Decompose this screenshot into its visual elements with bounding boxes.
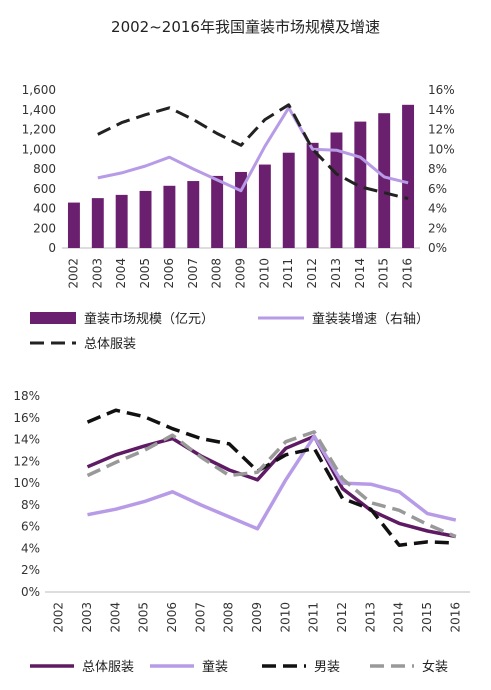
x-tick-label: 2005 bbox=[137, 602, 151, 633]
y-axis-tick: 4% bbox=[21, 541, 40, 555]
x-tick-label: 2007 bbox=[186, 258, 200, 289]
series-line bbox=[97, 103, 409, 201]
x-tick-label: 2002 bbox=[52, 602, 66, 633]
x-tick-label: 2003 bbox=[90, 258, 104, 289]
bar bbox=[258, 164, 271, 248]
x-tick-label: 2006 bbox=[162, 258, 176, 289]
left-axis-tick: 400 bbox=[33, 202, 56, 216]
x-tick-label: 2007 bbox=[193, 602, 207, 633]
x-tick-label: 2015 bbox=[377, 258, 391, 289]
bar bbox=[163, 185, 176, 248]
x-tick-label: 2002 bbox=[66, 258, 80, 289]
x-tick-label: 2003 bbox=[80, 602, 94, 633]
x-tick-label: 2013 bbox=[363, 602, 377, 633]
series-line bbox=[97, 106, 409, 193]
bar bbox=[139, 190, 152, 248]
legend-label: 男装 bbox=[314, 660, 340, 675]
legend-label: 童装市场规模（亿元） bbox=[84, 311, 214, 327]
x-tick-label: 2005 bbox=[138, 258, 152, 289]
x-tick-label: 2009 bbox=[250, 602, 264, 633]
right-axis-tick: 2% bbox=[428, 221, 447, 235]
market-size-chart: 0 200 400 600 800 1,000 1,200 1,400 1,600 0% 2% 4% 6… bbox=[22, 83, 455, 352]
y-axis-tick: 16% bbox=[13, 411, 40, 425]
y-axis-tick: 12% bbox=[13, 454, 40, 468]
x-tick-label: 2006 bbox=[165, 602, 179, 633]
x-tick-label: 2009 bbox=[234, 258, 248, 289]
bar bbox=[282, 152, 295, 248]
x-tick-label: 2016 bbox=[401, 258, 415, 289]
left-axis-tick: 1,000 bbox=[22, 142, 56, 156]
legend-label: 童装装增速（右轴） bbox=[312, 311, 429, 327]
legend-label: 总体服装 bbox=[84, 337, 136, 352]
x-tick-label: 2011 bbox=[281, 258, 295, 289]
bar bbox=[211, 175, 224, 248]
x-tick-label: 2004 bbox=[108, 602, 122, 633]
x-tick-label: 2008 bbox=[210, 258, 224, 289]
y-axis-tick: 2% bbox=[21, 563, 40, 577]
bar bbox=[115, 194, 128, 248]
legend-label: 童装 bbox=[202, 659, 228, 675]
bar bbox=[306, 142, 319, 248]
left-axis-tick: 1,600 bbox=[22, 83, 56, 97]
y-axis-tick: 0% bbox=[21, 585, 40, 599]
right-axis-tick: 14% bbox=[428, 103, 455, 117]
x-tick-label: 2016 bbox=[448, 602, 462, 633]
left-axis-tick: 0 bbox=[48, 241, 56, 255]
right-axis-tick: 6% bbox=[428, 182, 447, 196]
left-axis-tick: 800 bbox=[33, 162, 56, 176]
bar bbox=[330, 132, 343, 248]
x-tick-label: 2004 bbox=[114, 258, 128, 289]
bar bbox=[67, 202, 80, 248]
bar bbox=[187, 181, 200, 248]
left-axis-tick: 600 bbox=[33, 182, 56, 196]
bar bbox=[354, 121, 367, 248]
x-tick-label: 2013 bbox=[329, 258, 343, 289]
left-axis-tick: 1,400 bbox=[22, 103, 56, 117]
x-tick-label: 2014 bbox=[353, 258, 367, 289]
bar bbox=[91, 198, 104, 248]
legend-label: 总体服装 bbox=[82, 660, 134, 675]
right-axis-tick: 16% bbox=[428, 83, 455, 97]
bar bbox=[235, 171, 247, 248]
y-axis-tick: 6% bbox=[21, 520, 40, 534]
x-tick-label: 2010 bbox=[257, 258, 271, 289]
bar bbox=[402, 104, 415, 248]
x-tick-label: 2010 bbox=[278, 602, 292, 633]
x-tick-label: 2012 bbox=[305, 258, 319, 289]
x-tick-label: 2008 bbox=[222, 602, 236, 633]
right-axis-tick: 8% bbox=[428, 162, 447, 176]
chart-title: 2002~2016年我国童装市场规模及增速 bbox=[111, 18, 380, 36]
legend-label: 女装 bbox=[422, 659, 448, 675]
y-axis-tick: 8% bbox=[21, 498, 40, 512]
bar bbox=[378, 113, 391, 248]
left-axis-tick: 200 bbox=[33, 221, 56, 235]
series-line bbox=[87, 434, 457, 531]
series-line bbox=[86, 430, 457, 539]
right-axis-tick: 12% bbox=[428, 123, 455, 137]
series-line bbox=[86, 434, 457, 539]
series-line bbox=[86, 408, 456, 547]
x-tick-label: 2014 bbox=[392, 602, 406, 633]
y-axis-tick: 18% bbox=[13, 389, 40, 403]
x-tick-label: 2011 bbox=[307, 602, 321, 633]
x-tick-label: 2015 bbox=[420, 602, 434, 633]
x-tick-label: 2012 bbox=[335, 602, 349, 633]
legend-swatch bbox=[30, 312, 76, 324]
right-axis-tick: 0% bbox=[428, 241, 447, 255]
y-axis-tick: 14% bbox=[13, 433, 40, 447]
right-axis-tick: 10% bbox=[428, 142, 455, 156]
right-axis-tick: 4% bbox=[428, 202, 447, 216]
left-axis-tick: 1,200 bbox=[22, 123, 56, 137]
y-axis-tick: 10% bbox=[13, 476, 40, 490]
growth-comparison-chart: 0% 2% 4% 6% 8% 10% 12% 14% 16% 18% 2002 2003 2004 200… bbox=[13, 389, 470, 675]
